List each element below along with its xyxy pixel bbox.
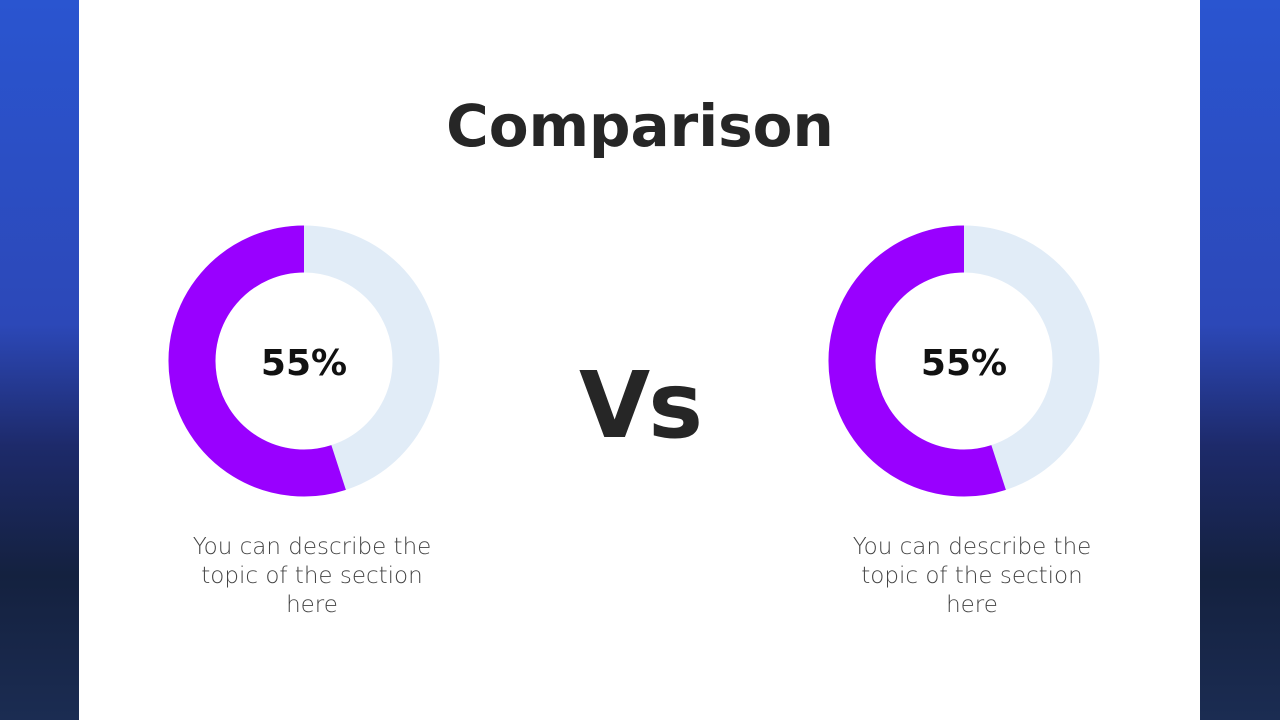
separator: Vs: [579, 352, 703, 459]
donut-segment: [168, 225, 346, 497]
donut-segment: [828, 225, 1006, 497]
value-label: 55%: [921, 343, 1007, 384]
description: You can describe the topic of the sectio…: [852, 534, 1092, 618]
slide-title: Comparison: [446, 92, 834, 160]
value-label: 55%: [261, 343, 347, 384]
side-panel: [0, 0, 79, 720]
description: You can describe the topic of the sectio…: [192, 534, 432, 618]
side-panel: [1200, 0, 1280, 720]
